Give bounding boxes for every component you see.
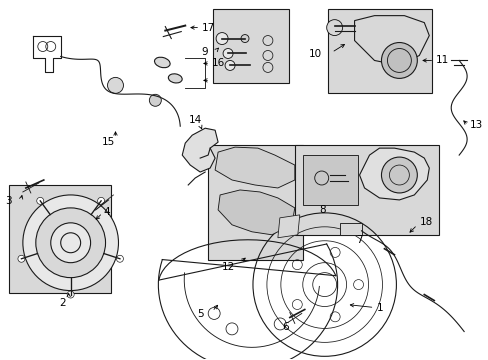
Circle shape <box>326 20 342 36</box>
Circle shape <box>67 291 74 298</box>
Polygon shape <box>182 128 218 172</box>
Ellipse shape <box>154 57 170 68</box>
Text: 18: 18 <box>419 217 432 227</box>
Circle shape <box>216 32 227 45</box>
Text: 5: 5 <box>197 310 203 319</box>
Circle shape <box>263 36 272 45</box>
Circle shape <box>36 208 105 278</box>
Bar <box>294 145 438 235</box>
Text: 3: 3 <box>5 196 12 206</box>
Text: 11: 11 <box>435 55 448 66</box>
Circle shape <box>18 255 25 262</box>
Bar <box>208 145 302 260</box>
Circle shape <box>37 197 43 204</box>
Text: 10: 10 <box>308 49 321 59</box>
Text: 12: 12 <box>221 262 234 272</box>
Ellipse shape <box>168 74 182 83</box>
Circle shape <box>381 42 416 78</box>
Circle shape <box>224 60 235 71</box>
Circle shape <box>51 223 90 263</box>
Bar <box>339 223 361 235</box>
Polygon shape <box>354 15 428 66</box>
Bar <box>327 9 431 93</box>
Circle shape <box>116 255 123 262</box>
Text: 16: 16 <box>212 58 225 68</box>
Polygon shape <box>215 147 294 188</box>
Polygon shape <box>218 190 294 235</box>
Polygon shape <box>359 148 428 200</box>
Text: 6: 6 <box>282 323 288 332</box>
Circle shape <box>263 62 272 72</box>
Text: 2: 2 <box>59 297 66 307</box>
Circle shape <box>23 195 118 291</box>
Bar <box>302 155 357 205</box>
Bar <box>213 9 288 84</box>
Text: 17: 17 <box>202 23 215 33</box>
Text: 14: 14 <box>188 115 202 125</box>
Text: 1: 1 <box>376 302 382 312</box>
Circle shape <box>381 157 416 193</box>
Circle shape <box>263 50 272 60</box>
Circle shape <box>107 77 123 93</box>
Circle shape <box>149 94 161 106</box>
Text: 7: 7 <box>356 235 362 245</box>
Text: 8: 8 <box>319 205 325 215</box>
Text: 4: 4 <box>103 207 110 217</box>
Text: 15: 15 <box>102 137 115 147</box>
Circle shape <box>241 35 248 42</box>
Bar <box>9 185 110 293</box>
Polygon shape <box>277 215 299 238</box>
Circle shape <box>98 197 104 204</box>
Text: 9: 9 <box>201 48 208 58</box>
Text: 13: 13 <box>469 120 482 130</box>
Circle shape <box>223 49 233 58</box>
